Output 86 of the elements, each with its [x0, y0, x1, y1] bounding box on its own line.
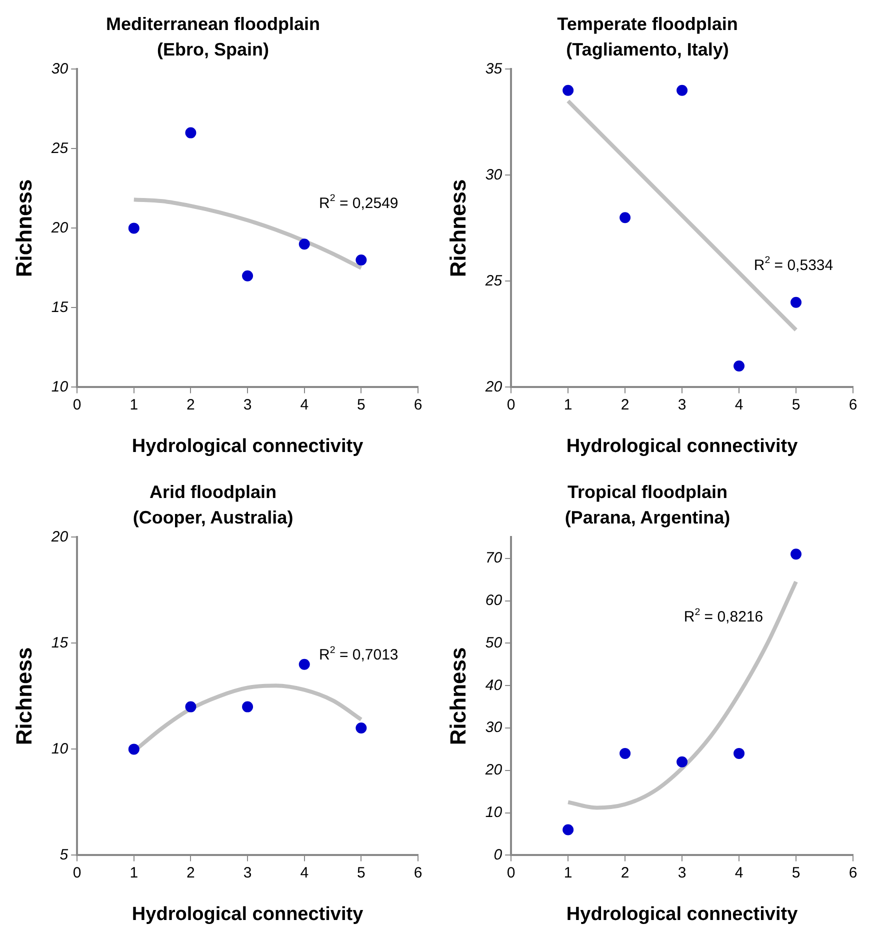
x-axis-title: Hydrological connectivity — [132, 904, 364, 925]
x-tick-label: 4 — [734, 864, 744, 882]
chart-subtitle: (Tagliamento, Italy) — [566, 39, 729, 60]
y-tick-label: 60 — [485, 592, 503, 609]
x-tick-label: 3 — [678, 396, 686, 414]
point — [620, 748, 631, 759]
y-axis-title: Richness — [445, 647, 470, 746]
y-tick-label: 30 — [485, 719, 503, 736]
y-axis-title: Richness — [445, 179, 470, 278]
point — [185, 701, 196, 712]
x-tick-label: 3 — [243, 396, 252, 414]
chart-title: Tropical floodplain — [567, 482, 728, 502]
x-tick-label: 3 — [678, 864, 686, 882]
point — [356, 254, 367, 266]
y-tick-label: 35 — [485, 60, 503, 78]
x-tick-label: 1 — [564, 864, 572, 882]
x-tick-label: 4 — [300, 396, 309, 414]
point — [676, 756, 688, 768]
chart-title: Mediterranean floodplain — [106, 14, 320, 34]
x-tick-label: 2 — [620, 396, 630, 414]
y-tick-label: 30 — [51, 60, 69, 78]
point — [676, 84, 688, 96]
point — [128, 222, 140, 234]
x-axis-title: Hydrological connectivity — [566, 436, 798, 457]
chart-title: Temperate floodplain — [557, 14, 738, 34]
x-tick-label: 0 — [72, 396, 82, 414]
y-tick-label: 30 — [485, 166, 503, 184]
x-tick-label: 3 — [243, 864, 252, 882]
y-tick-label: 50 — [485, 634, 503, 652]
point — [128, 744, 140, 755]
y-tick-label: 5 — [60, 846, 69, 864]
y-tick-label: 20 — [50, 528, 69, 546]
y-axis-title: Richness — [11, 179, 36, 278]
x-tick-label: 2 — [186, 864, 195, 882]
point — [734, 748, 745, 759]
point — [356, 722, 367, 734]
x-tick-label: 6 — [848, 864, 858, 882]
x-tick-label: 5 — [357, 864, 366, 882]
chart-title: Arid floodplain — [150, 482, 276, 502]
chart-subtitle: (Parana, Argentina) — [564, 507, 730, 528]
x-tick-label: 6 — [848, 396, 858, 414]
point — [298, 238, 310, 250]
y-tick-label: 20 — [484, 378, 503, 396]
y-tick-label: 40 — [485, 676, 503, 694]
x-tick-label: 0 — [72, 864, 82, 882]
y-tick-label: 20 — [50, 219, 69, 236]
point — [790, 296, 802, 308]
x-tick-label: 1 — [130, 864, 138, 882]
x-tick-label: 5 — [357, 396, 366, 414]
chart-subtitle: (Ebro, Spain) — [157, 39, 270, 60]
x-tick-label: 2 — [620, 864, 630, 882]
line-series — [566, 580, 798, 810]
x-tick-label: 1 — [564, 396, 572, 414]
chart-subtitle: (Cooper, Australia) — [132, 507, 294, 528]
y-tick-label: 20 — [484, 762, 503, 779]
point — [242, 270, 254, 282]
x-axis-title: Hydrological connectivity — [566, 904, 798, 925]
x-tick-label: 6 — [414, 396, 422, 414]
x-tick-label: 5 — [792, 864, 800, 882]
y-tick-label: 25 — [484, 272, 503, 290]
x-tick-label: 0 — [506, 864, 516, 882]
x-tick-label: 6 — [414, 864, 422, 882]
y-tick-label: 25 — [50, 140, 69, 157]
x-tick-label: 4 — [300, 864, 309, 882]
y-tick-label: 0 — [494, 846, 503, 864]
x-axis-title: Hydrological connectivity — [132, 436, 364, 457]
point — [562, 824, 574, 836]
y-tick-label: 70 — [485, 550, 503, 567]
x-tick-label: 4 — [734, 396, 744, 414]
x-tick-label: 0 — [506, 396, 516, 414]
point — [562, 84, 574, 96]
y-tick-label: 15 — [51, 634, 69, 652]
y-tick-label: 10 — [51, 740, 69, 758]
point — [734, 360, 745, 372]
point — [298, 658, 310, 670]
y-tick-label: 15 — [51, 298, 69, 316]
point — [790, 548, 802, 560]
point — [620, 212, 631, 224]
y-axis-title: Richness — [11, 647, 36, 746]
x-tick-label: 2 — [186, 396, 195, 414]
x-tick-label: 1 — [130, 396, 138, 414]
y-tick-label: 10 — [485, 804, 503, 821]
point — [242, 701, 254, 712]
point — [185, 127, 196, 138]
x-tick-label: 5 — [792, 396, 800, 414]
y-tick-label: 10 — [51, 378, 69, 396]
